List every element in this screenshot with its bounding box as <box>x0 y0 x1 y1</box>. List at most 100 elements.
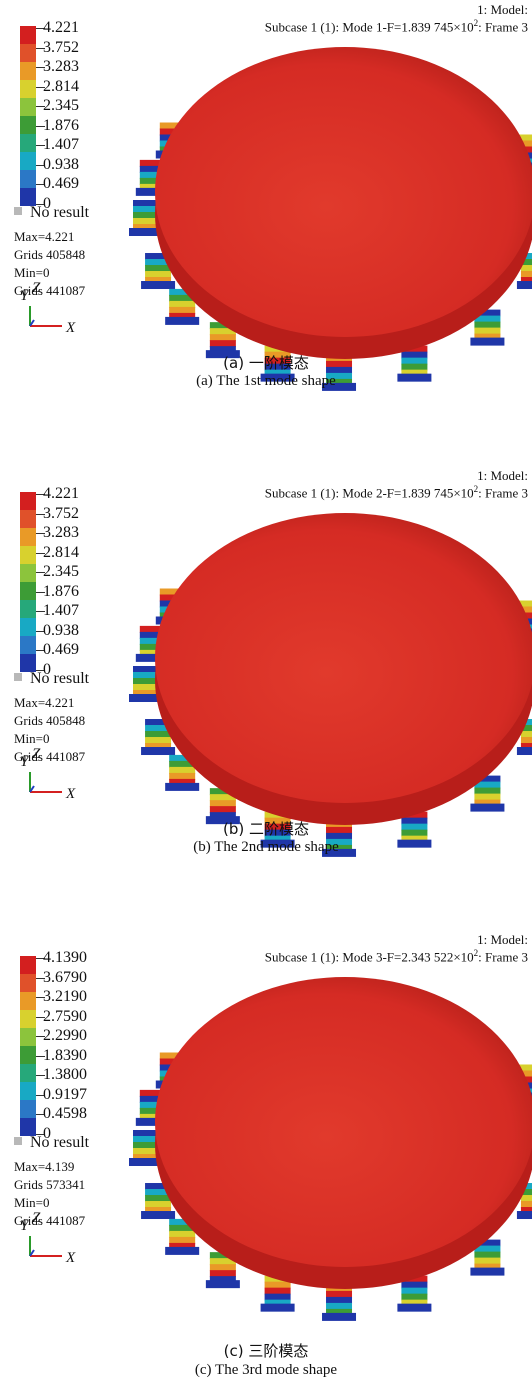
legend-color-bar <box>20 956 36 1136</box>
legend-segment <box>20 80 36 98</box>
support-segment <box>159 588 186 596</box>
legend-segment <box>20 134 36 152</box>
support-segment <box>139 1107 166 1115</box>
support-segment <box>133 684 159 691</box>
axis-z-label: Z <box>32 1210 41 1226</box>
support-bracket <box>205 1252 240 1289</box>
legend-tick <box>36 204 45 205</box>
support-base <box>129 1158 163 1166</box>
support-segment <box>133 206 159 213</box>
support-segment <box>514 1064 532 1072</box>
support-segment <box>520 737 532 745</box>
support-segment <box>139 643 166 651</box>
legend-tick <box>36 630 45 632</box>
support-bracket <box>397 811 432 848</box>
legend-segment <box>20 564 36 582</box>
support-segment <box>264 363 291 371</box>
legend-tick <box>36 997 45 999</box>
support-segment <box>139 625 166 633</box>
legend-segment <box>20 974 36 992</box>
caption-chinese: (a) 一阶模态 <box>223 354 309 372</box>
legend-segment <box>20 636 36 654</box>
support-segment <box>520 277 532 285</box>
legend-tick-label: 1.876 <box>43 582 79 600</box>
result-stats: Max=4.139 Grids 573341 Min=0 Grids 44108… <box>14 1158 85 1230</box>
support-segment <box>474 1245 501 1253</box>
support-base <box>205 1280 240 1289</box>
support-segment <box>401 351 428 359</box>
no-result-swatch <box>14 673 22 681</box>
support-base <box>516 747 532 756</box>
disk-surface <box>155 513 532 803</box>
legend-tick-label: 0.4598 <box>43 1105 87 1123</box>
legend-tick-label: 2.345 <box>43 563 79 581</box>
legend-tick <box>36 572 45 574</box>
caption-english: (b) The 2nd mode shape <box>193 839 339 855</box>
support-segment <box>209 322 236 330</box>
support-base <box>516 281 532 290</box>
legend-segment <box>20 1118 36 1136</box>
support-base <box>397 1303 432 1312</box>
disk-model <box>129 47 532 391</box>
legend-tick-label: 0 <box>43 661 51 678</box>
legend-tick <box>36 1094 45 1096</box>
legend-segment <box>20 26 36 44</box>
support-segment <box>209 334 236 342</box>
support-segment <box>209 1276 236 1284</box>
legend-segment <box>20 188 36 206</box>
legend-tick <box>36 958 45 959</box>
legend-tick <box>36 47 45 49</box>
support-bracket <box>135 159 170 196</box>
support-segment <box>139 1101 166 1109</box>
support-segment <box>264 1299 291 1307</box>
support-segment <box>401 1293 428 1301</box>
support-segment <box>474 309 501 317</box>
support-segment <box>139 649 166 657</box>
legend-tick <box>36 67 45 69</box>
support-segment <box>326 366 353 374</box>
support-segment <box>514 600 532 608</box>
legend-tick-label: 0 <box>43 195 51 212</box>
support-segment <box>474 327 501 335</box>
support-segment <box>514 134 532 142</box>
support-segment <box>145 1195 172 1203</box>
support-segment <box>133 672 159 679</box>
legend-segment <box>20 152 36 170</box>
support-segment <box>159 122 186 130</box>
support-segment <box>401 1275 428 1283</box>
support-segment <box>133 1136 159 1143</box>
support-segment <box>169 306 196 314</box>
legend-tick <box>36 125 45 127</box>
support-segment <box>520 1195 532 1203</box>
legend-tick-label: 3.283 <box>43 524 79 542</box>
disk-model <box>129 513 532 857</box>
support-segment <box>264 369 291 377</box>
support-bracket <box>322 1284 357 1321</box>
min-grids: Grids 441087 <box>14 749 86 764</box>
model-label: 1: Model: <box>477 468 528 483</box>
support-segment <box>326 1308 353 1316</box>
caption-english: (a) The 1st mode shape <box>196 373 336 389</box>
caption-chinese: (b) 二阶模态 <box>223 820 309 838</box>
support-segment <box>401 823 428 831</box>
support-base <box>322 382 357 391</box>
support-segment <box>401 357 428 365</box>
support-segment <box>401 829 428 837</box>
support-bracket <box>470 309 505 346</box>
support-segment <box>520 725 532 733</box>
axis-x-label: X <box>66 786 76 802</box>
support-segment <box>209 1252 236 1260</box>
subcase-label: Subcase 1 (1): Mode 1-F=1.839 745×102: F… <box>264 18 528 35</box>
support-segment <box>474 321 501 329</box>
support-base <box>135 187 170 196</box>
support-base <box>260 1303 295 1312</box>
support-segment <box>520 1201 532 1209</box>
legend-tick-label: 0.9197 <box>43 1085 87 1103</box>
legend-segment <box>20 62 36 80</box>
support-segment <box>169 1242 196 1250</box>
support-segment <box>264 1281 291 1289</box>
support-segment <box>209 1264 236 1272</box>
support-base <box>135 1117 170 1126</box>
support-segment <box>133 218 159 225</box>
support-segment <box>145 725 172 733</box>
